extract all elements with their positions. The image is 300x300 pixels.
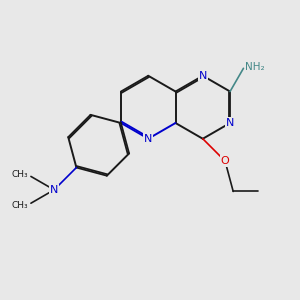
Text: N: N [144, 134, 152, 144]
Text: NH₂: NH₂ [245, 62, 265, 72]
Text: N: N [226, 118, 234, 128]
Text: N: N [50, 185, 58, 195]
Text: CH₃: CH₃ [11, 169, 28, 178]
Text: CH₃: CH₃ [11, 201, 28, 210]
Text: N: N [199, 71, 207, 81]
Text: O: O [221, 156, 230, 166]
